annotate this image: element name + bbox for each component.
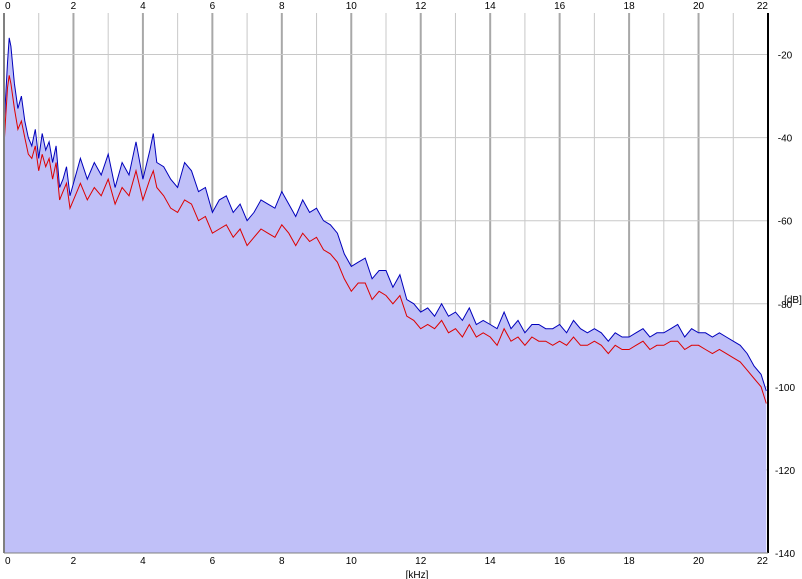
x-tick-label-bottom: 6 (210, 556, 216, 567)
x-tick-label-top: 2 (71, 1, 77, 12)
x-tick-label-bottom: 4 (140, 556, 146, 567)
x-tick-label-top: 6 (210, 1, 216, 12)
plot-frame (3, 13, 769, 554)
x-tick-label-top: 16 (554, 1, 566, 12)
x-tick-label-bottom: 18 (624, 556, 636, 567)
x-tick-label-top: 18 (624, 1, 636, 12)
x-tick-label-bottom: 22 (757, 556, 769, 567)
x-tick-label-top: 4 (140, 1, 146, 12)
x-tick-label-top: 12 (415, 1, 427, 12)
x-tick-label-bottom: 16 (554, 556, 566, 567)
x-tick-label-bottom: 14 (485, 556, 497, 567)
x-tick-label-bottom: 12 (415, 556, 427, 567)
y-tick-label: -120 (775, 466, 795, 477)
y-tick-label: -40 (778, 134, 793, 145)
x-tick-labels-top: 0 2 4 6 8 10 12 14 16 18 20 22 (5, 1, 768, 12)
x-tick-label-top: 14 (485, 1, 497, 12)
x-tick-label-top: 20 (693, 1, 705, 12)
x-tick-label-top: 8 (279, 1, 285, 12)
x-tick-label-bottom: 0 (5, 556, 11, 567)
x-tick-label-bottom: 10 (346, 556, 358, 567)
y-tick-label: -80 (778, 300, 793, 311)
x-tick-label-top: 22 (757, 1, 769, 12)
series-line-blue (3, 37, 767, 392)
y-tick-label: -60 (778, 217, 793, 228)
y-tick-label: -20 (778, 51, 793, 62)
x-tick-label-top: 10 (346, 1, 358, 12)
x-tick-label-bottom: 8 (279, 556, 285, 567)
x-tick-label-top: 0 (5, 1, 11, 12)
y-tick-labels: -20 -40 -60 -80 -100 -120 -140 (775, 51, 795, 560)
x-tick-label-bottom: 2 (71, 556, 77, 567)
y-tick-label: -100 (775, 383, 795, 394)
series-line-red (3, 75, 767, 404)
x-tick-labels-bottom: 0 2 4 6 8 10 12 14 16 18 20 22 (5, 556, 768, 567)
y-tick-label: -140 (775, 549, 795, 560)
x-tick-label-bottom: 20 (693, 556, 705, 567)
x-axis-label: [kHz] (406, 570, 429, 579)
y-axis-label: [dB] (784, 295, 802, 306)
